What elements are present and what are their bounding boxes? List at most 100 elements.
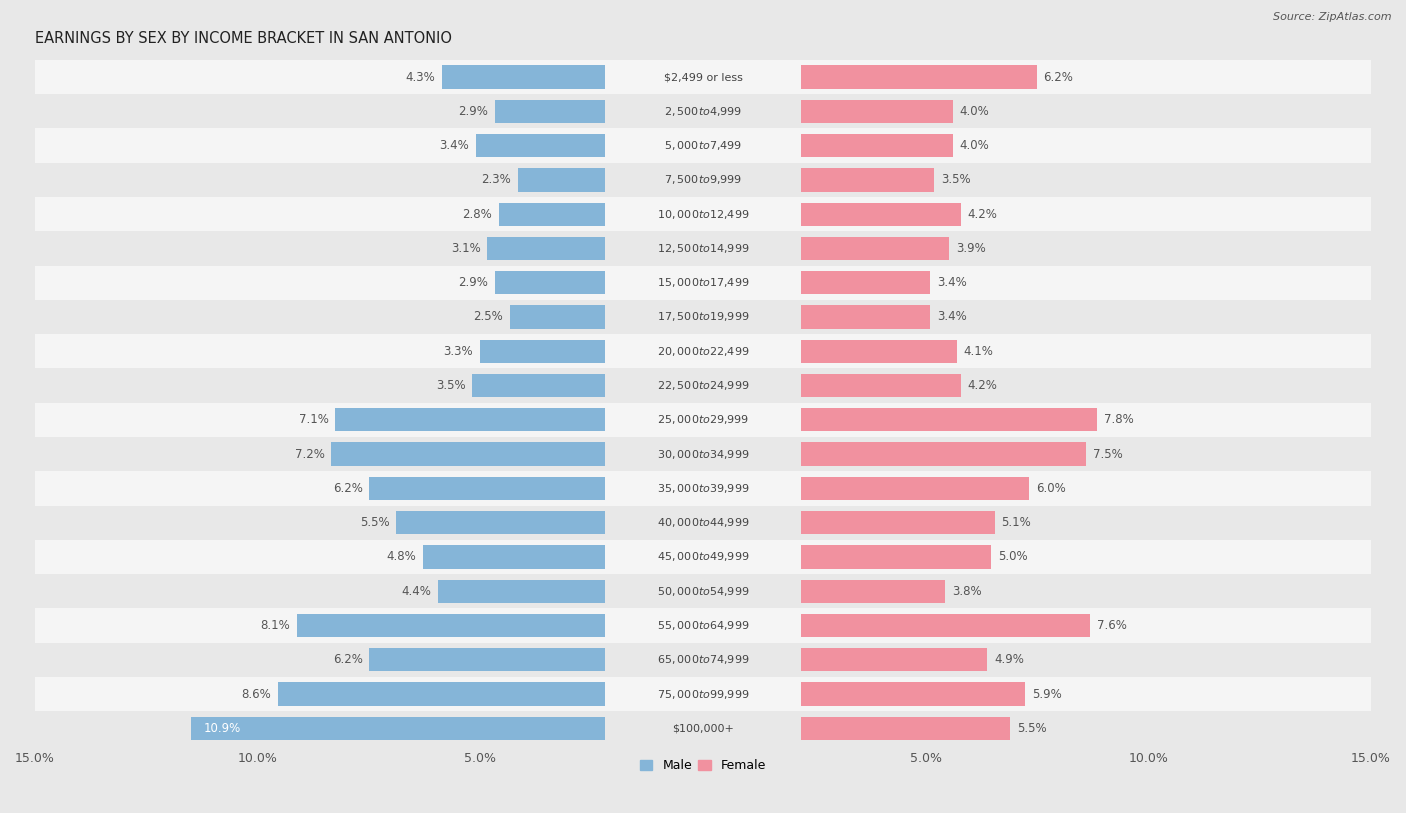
Bar	[801, 546, 991, 568]
Bar	[35, 232, 1371, 266]
Text: 4.2%: 4.2%	[967, 207, 997, 220]
Bar	[370, 476, 605, 500]
Bar	[510, 306, 605, 328]
Text: $65,000 to $74,999: $65,000 to $74,999	[657, 653, 749, 666]
Text: 3.3%: 3.3%	[443, 345, 472, 358]
Text: 4.0%: 4.0%	[960, 139, 990, 152]
Text: $20,000 to $22,499: $20,000 to $22,499	[657, 345, 749, 358]
Legend: Male, Female: Male, Female	[636, 754, 770, 777]
Bar	[35, 506, 1371, 540]
Text: 3.4%: 3.4%	[936, 276, 967, 289]
Bar	[801, 237, 949, 260]
Text: 2.3%: 2.3%	[481, 173, 510, 186]
Text: 5.5%: 5.5%	[360, 516, 389, 529]
Text: 3.4%: 3.4%	[439, 139, 470, 152]
Text: 7.6%: 7.6%	[1097, 619, 1126, 632]
Text: 2.8%: 2.8%	[463, 207, 492, 220]
Text: 3.1%: 3.1%	[451, 242, 481, 255]
Bar	[35, 334, 1371, 368]
Text: $40,000 to $44,999: $40,000 to $44,999	[657, 516, 749, 529]
Bar	[35, 197, 1371, 232]
Text: 8.1%: 8.1%	[260, 619, 291, 632]
Text: $2,499 or less: $2,499 or less	[664, 72, 742, 82]
Text: $15,000 to $17,499: $15,000 to $17,499	[657, 276, 749, 289]
Text: 7.5%: 7.5%	[1092, 448, 1122, 461]
Bar	[35, 60, 1371, 94]
Bar	[370, 648, 605, 672]
Bar	[801, 476, 1029, 500]
Bar	[278, 682, 605, 706]
Bar	[35, 711, 1371, 746]
Bar	[332, 442, 605, 466]
Text: 3.5%: 3.5%	[941, 173, 970, 186]
Text: 6.2%: 6.2%	[1043, 71, 1073, 84]
Bar	[475, 134, 605, 157]
Text: $22,500 to $24,999: $22,500 to $24,999	[657, 379, 749, 392]
Bar	[801, 134, 953, 157]
Bar	[297, 614, 605, 637]
Text: 4.1%: 4.1%	[963, 345, 994, 358]
Text: 8.6%: 8.6%	[242, 688, 271, 701]
Bar	[801, 65, 1036, 89]
Text: 4.2%: 4.2%	[967, 379, 997, 392]
Bar	[35, 677, 1371, 711]
Bar	[801, 306, 931, 328]
Text: $75,000 to $99,999: $75,000 to $99,999	[657, 688, 749, 701]
Text: 5.5%: 5.5%	[1017, 722, 1046, 735]
Text: 4.9%: 4.9%	[994, 653, 1024, 666]
Text: $50,000 to $54,999: $50,000 to $54,999	[657, 585, 749, 598]
Bar	[35, 402, 1371, 437]
Text: Source: ZipAtlas.com: Source: ZipAtlas.com	[1274, 12, 1392, 22]
Text: 3.8%: 3.8%	[952, 585, 981, 598]
Text: $10,000 to $12,499: $10,000 to $12,499	[657, 207, 749, 220]
Bar	[801, 648, 987, 672]
Bar	[801, 408, 1098, 432]
Bar	[488, 237, 605, 260]
Bar	[35, 163, 1371, 197]
Text: $35,000 to $39,999: $35,000 to $39,999	[657, 482, 749, 495]
Text: 7.2%: 7.2%	[295, 448, 325, 461]
Text: 2.5%: 2.5%	[474, 311, 503, 324]
Bar	[495, 100, 605, 123]
Bar	[801, 340, 957, 363]
Text: 2.9%: 2.9%	[458, 105, 488, 118]
Bar	[335, 408, 605, 432]
Bar	[191, 716, 605, 740]
Bar	[35, 94, 1371, 128]
Text: 5.1%: 5.1%	[1001, 516, 1031, 529]
Text: 4.3%: 4.3%	[405, 71, 434, 84]
Bar	[517, 168, 605, 192]
Bar	[35, 608, 1371, 642]
Text: $12,500 to $14,999: $12,500 to $14,999	[657, 242, 749, 255]
Bar	[35, 368, 1371, 402]
Text: $100,000+: $100,000+	[672, 724, 734, 733]
Text: 5.0%: 5.0%	[998, 550, 1028, 563]
Bar	[472, 374, 605, 398]
Text: $45,000 to $49,999: $45,000 to $49,999	[657, 550, 749, 563]
Bar	[35, 437, 1371, 472]
Text: 2.9%: 2.9%	[458, 276, 488, 289]
Bar	[801, 716, 1010, 740]
Bar	[801, 614, 1090, 637]
Bar	[437, 580, 605, 603]
Bar	[35, 472, 1371, 506]
Bar	[35, 574, 1371, 608]
Text: 4.4%: 4.4%	[401, 585, 432, 598]
Text: 4.8%: 4.8%	[387, 550, 416, 563]
Bar	[479, 340, 605, 363]
Text: 7.1%: 7.1%	[298, 413, 329, 426]
Text: 3.4%: 3.4%	[936, 311, 967, 324]
Bar	[801, 100, 953, 123]
Text: $30,000 to $34,999: $30,000 to $34,999	[657, 448, 749, 461]
Bar	[801, 202, 960, 226]
Bar	[801, 682, 1025, 706]
Bar	[35, 128, 1371, 163]
Bar	[396, 511, 605, 534]
Text: $5,000 to $7,499: $5,000 to $7,499	[664, 139, 742, 152]
Bar	[499, 202, 605, 226]
Text: 3.9%: 3.9%	[956, 242, 986, 255]
Text: 6.0%: 6.0%	[1036, 482, 1066, 495]
Bar	[35, 540, 1371, 574]
Bar	[801, 271, 931, 294]
Bar	[441, 65, 605, 89]
